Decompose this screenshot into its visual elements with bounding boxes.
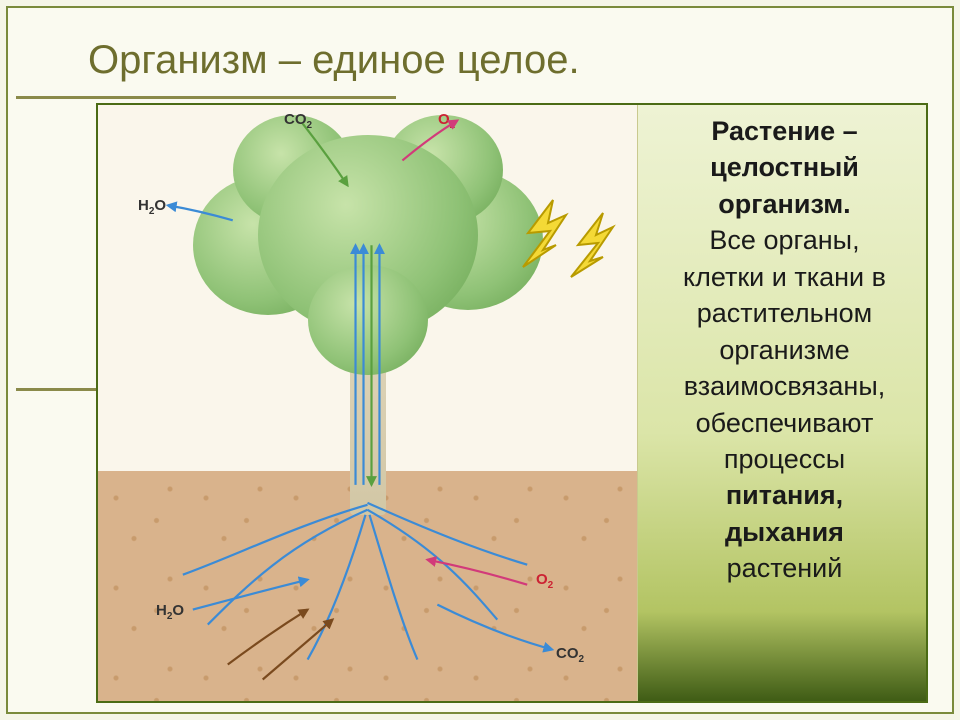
slide-frame: Организм – единое целое. Растение – цело…	[6, 6, 954, 714]
content-frame: Растение – целостный организм. Все орган…	[96, 103, 928, 703]
arrow-layer	[98, 105, 637, 701]
tree-diagram: CO2 O2 H2O H2O O2 CO2	[98, 105, 638, 701]
panel-heading-3: организм.	[653, 186, 916, 222]
panel-line: процессы	[653, 441, 916, 477]
title-rule	[16, 96, 396, 99]
panel-line: клетки и ткани в	[653, 259, 916, 295]
panel-line: организме	[653, 332, 916, 368]
page-title: Организм – единое целое.	[88, 38, 580, 83]
panel-line: растений	[653, 550, 916, 586]
text-panel: Растение – целостный организм. Все орган…	[653, 113, 916, 587]
panel-heading-1: Растение –	[653, 113, 916, 149]
panel-line: растительном	[653, 295, 916, 331]
panel-bold-1: питания,	[653, 477, 916, 513]
panel-line: взаимосвязаны,	[653, 368, 916, 404]
panel-heading-2: целостный	[653, 149, 916, 185]
panel-bold-2: дыхания	[653, 514, 916, 550]
panel-line: Все органы,	[653, 222, 916, 258]
panel-line: обеспечивают	[653, 405, 916, 441]
left-rule	[16, 388, 96, 391]
